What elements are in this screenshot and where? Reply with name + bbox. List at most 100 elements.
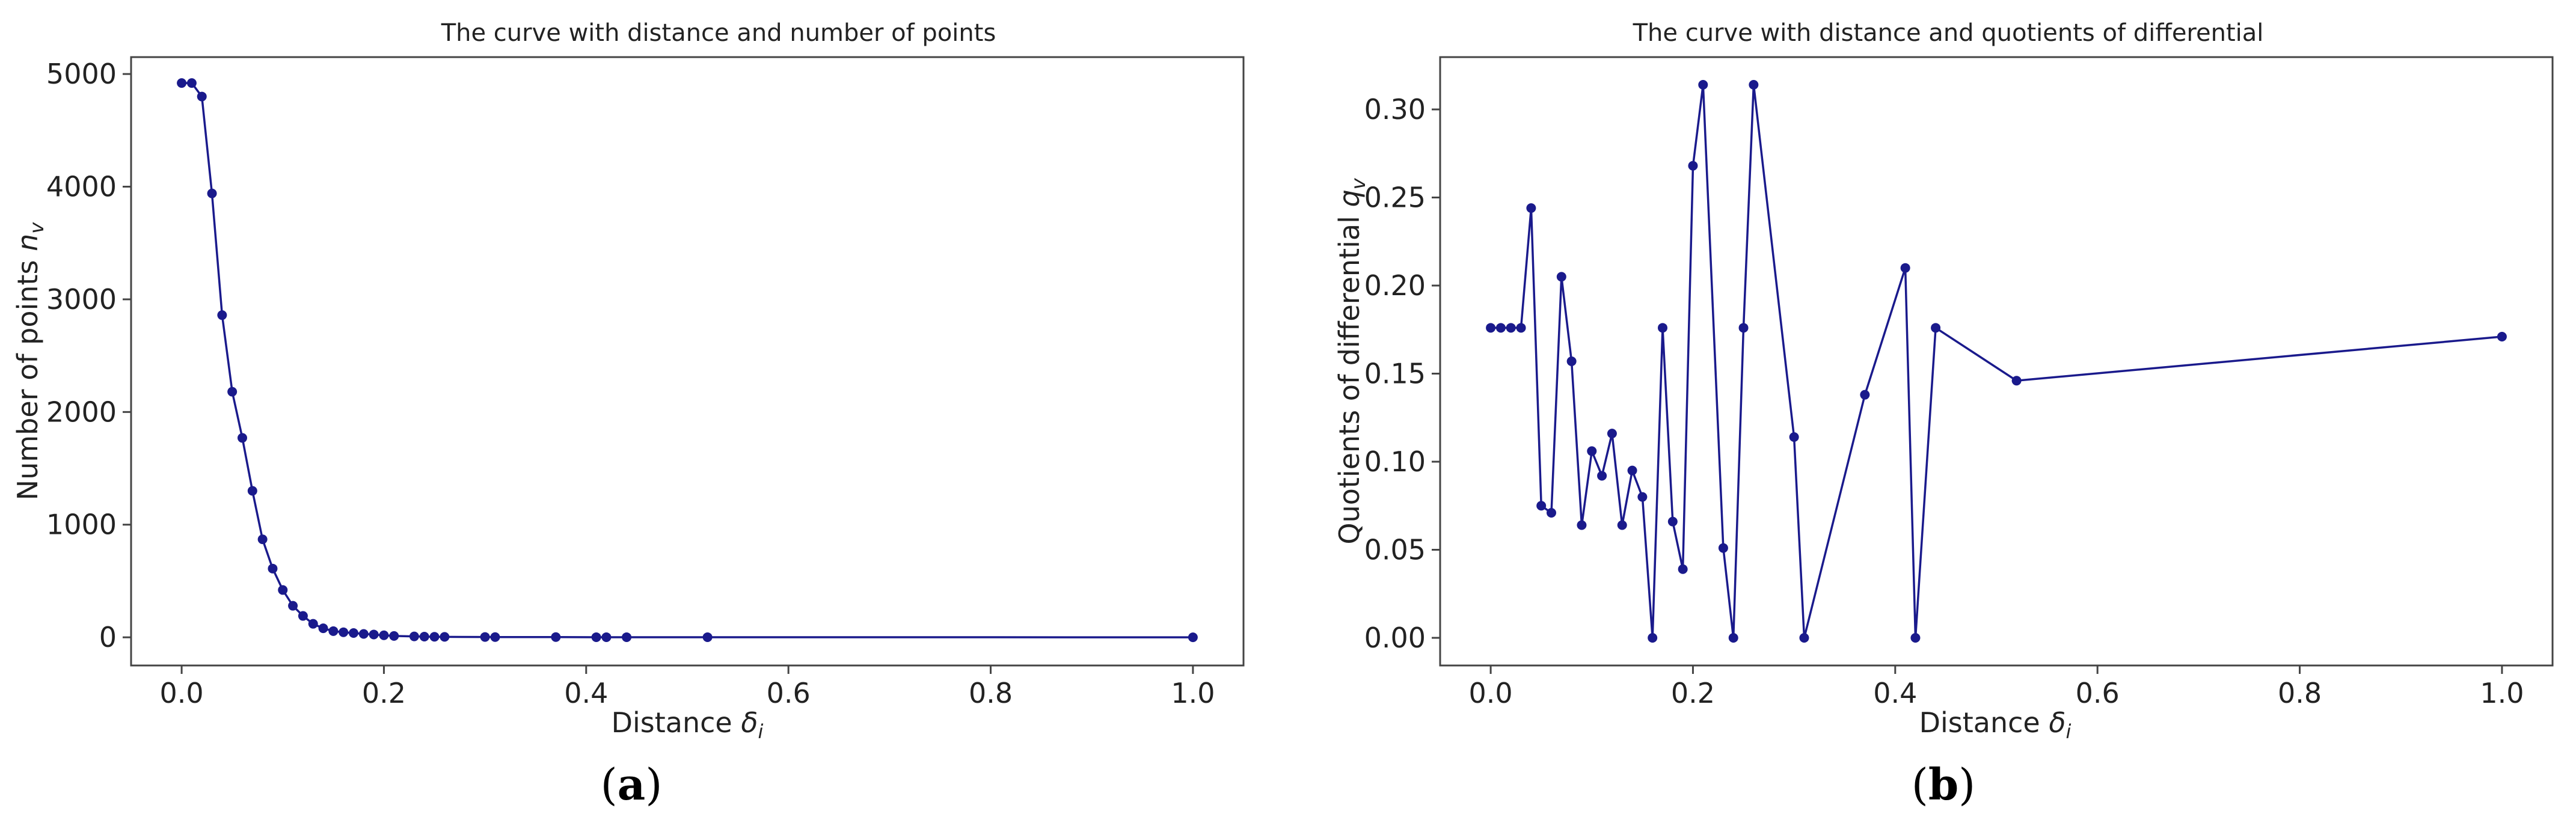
series-line	[182, 82, 1193, 638]
y-tick-label: 0.15	[1364, 358, 1426, 390]
data-point	[1566, 356, 1577, 366]
data-point	[1931, 323, 1941, 333]
data-point	[1738, 323, 1749, 333]
data-point	[1506, 323, 1516, 333]
y-tick-label: 0.10	[1364, 445, 1426, 478]
panel-b-x-axis-label: Distance δi	[1919, 706, 2072, 743]
panel-a-y-ticks: 0 1000 2000 3000 4000 5000	[46, 58, 131, 653]
data-point	[207, 188, 217, 198]
caption-b: (b)	[1912, 759, 1976, 810]
data-point	[1688, 161, 1698, 171]
data-point	[1495, 323, 1506, 333]
data-point	[1556, 272, 1566, 282]
data-point	[1637, 492, 1648, 502]
data-point	[308, 619, 318, 629]
x-tick-label: 0.2	[362, 677, 406, 709]
data-point	[702, 632, 713, 642]
data-point	[409, 631, 419, 641]
x-tick-label: 0.0	[1469, 677, 1513, 709]
panel-a-plot-frame	[130, 56, 1245, 667]
data-point	[1718, 543, 1728, 553]
x-tick-label: 1.0	[1171, 677, 1215, 709]
series-line	[1491, 84, 2503, 638]
data-point	[1658, 323, 1667, 333]
y-tick-label: 0.20	[1364, 269, 1426, 302]
y-tick-label: 5000	[46, 58, 117, 90]
data-point	[440, 632, 450, 642]
data-point	[358, 629, 369, 639]
data-point	[490, 632, 500, 642]
panel-b-y-ticks: 0.00 0.05 0.10 0.15 0.20 0.25 0.30	[1364, 93, 1440, 654]
x-tick-label: 0.8	[2278, 677, 2322, 709]
x-tick-label: 0.2	[1671, 677, 1715, 709]
data-point	[1648, 633, 1658, 643]
data-point	[1597, 471, 1607, 481]
data-point	[257, 534, 268, 545]
panel-b-plot-frame	[1439, 56, 2554, 667]
panel-a-x-ticks: 0.0 0.2 0.4 0.6 0.8 1.0	[160, 665, 1215, 709]
panel-b-chart: The curve with distance and quotients of…	[1333, 19, 2554, 743]
data-point	[1607, 429, 1617, 439]
y-tick-label: 3000	[46, 283, 117, 316]
data-point	[1617, 520, 1627, 530]
panel-a-series	[177, 78, 1198, 643]
data-point	[318, 623, 328, 634]
x-tick-label: 1.0	[2480, 677, 2524, 709]
data-point	[1900, 263, 1910, 273]
data-point	[1910, 633, 1921, 643]
data-point	[622, 632, 632, 642]
data-point	[389, 631, 399, 641]
panel-b-title: The curve with distance and quotients of…	[1633, 19, 2264, 47]
data-point	[1587, 446, 1597, 456]
x-tick-label: 0.4	[1873, 677, 1917, 709]
data-point	[288, 601, 298, 611]
x-tick-label: 0.6	[2076, 677, 2120, 709]
x-tick-label: 0.0	[160, 677, 204, 709]
data-point	[1860, 390, 1870, 400]
data-point	[2497, 331, 2507, 341]
data-point	[1789, 432, 1799, 442]
y-tick-label: 0	[99, 621, 117, 653]
data-point	[268, 563, 278, 574]
data-point	[1547, 507, 1556, 518]
data-point	[328, 626, 339, 636]
data-point	[298, 611, 308, 621]
panel-b-x-ticks: 0.0 0.2 0.4 0.6 0.8 1.0	[1469, 665, 2524, 709]
data-point	[379, 630, 389, 640]
data-point	[1516, 323, 1526, 333]
data-point	[1486, 323, 1496, 333]
data-point	[217, 310, 227, 320]
caption-a: (a)	[601, 759, 663, 810]
y-tick-label: 0.05	[1364, 534, 1426, 566]
data-point	[247, 486, 257, 496]
data-point	[551, 632, 561, 642]
x-tick-label: 0.6	[767, 677, 811, 709]
y-tick-label: 0.25	[1364, 182, 1426, 214]
data-point	[1799, 633, 1809, 643]
data-point	[238, 433, 247, 443]
panel-a-x-axis-label: Distance δi	[612, 706, 764, 743]
data-point	[591, 632, 601, 642]
data-point	[1577, 520, 1587, 530]
panel-a-title: The curve with distance and number of po…	[441, 19, 996, 47]
data-point	[2011, 376, 2022, 386]
data-point	[419, 632, 429, 642]
data-point	[1698, 80, 1708, 90]
data-point	[1667, 516, 1678, 527]
data-point	[1678, 564, 1688, 574]
panel-b-y-axis-label: Quotients of differential qv	[1333, 177, 1370, 544]
data-point	[480, 632, 490, 642]
data-point	[186, 78, 197, 88]
y-tick-label: 0.30	[1364, 93, 1426, 126]
data-point	[1749, 80, 1759, 90]
data-point	[349, 628, 358, 638]
data-point	[429, 632, 440, 642]
data-point	[177, 78, 187, 88]
y-tick-label: 0.00	[1364, 622, 1426, 654]
data-point	[1536, 501, 1547, 511]
data-point	[278, 585, 288, 595]
data-point	[1627, 465, 1637, 476]
x-tick-label: 0.8	[969, 677, 1013, 709]
data-point	[369, 629, 379, 640]
